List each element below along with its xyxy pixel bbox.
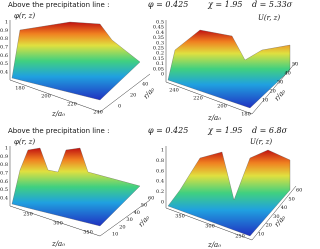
r-tick-label: 60	[296, 188, 302, 194]
r-tick-label: 10	[262, 98, 268, 104]
v-tick-label: 0.35	[153, 35, 164, 41]
v-tick-label: 0.5	[0, 61, 8, 67]
z-tick-label: 220	[67, 102, 77, 108]
v-tick-label: 0.7	[0, 171, 8, 177]
z-tick-label: 240	[169, 88, 179, 94]
heading: Above the precipitation line :	[8, 1, 109, 9]
z-tick-label: 300	[205, 224, 215, 230]
z-tick-label: 180	[15, 86, 25, 92]
v-tick-label: 0.9	[0, 28, 8, 34]
v-tick-label: 0.3	[156, 40, 164, 46]
r-tick-label: 50	[292, 62, 298, 68]
v-tick-label: 0.7	[0, 45, 8, 51]
z-tick-label: 300	[53, 221, 63, 227]
panel-label: U(r, z)	[250, 138, 272, 146]
v-tick-label: 0.4	[0, 70, 8, 76]
z-tick-label: 350	[83, 230, 93, 236]
r-tick-label: 60	[148, 196, 154, 202]
r-tick-label: 30	[273, 214, 279, 220]
v-tick-label: 0.25	[153, 46, 164, 52]
r-tick-label: 50	[141, 203, 147, 209]
r-tick-label: 40	[281, 205, 287, 211]
r-tick-label: 40	[285, 71, 291, 77]
z-tick-label: 200	[41, 94, 51, 100]
z-tick-label: 350	[175, 214, 185, 220]
d-value: d = 6.8σ	[252, 126, 288, 135]
z-tick-label: 240	[93, 110, 103, 116]
heading: Above the precipitation line :	[8, 127, 109, 135]
phi-value: φ = 0.425	[148, 0, 188, 9]
v-tick-label: 0.4	[156, 30, 164, 36]
z-tick-label: 220	[193, 96, 203, 102]
v-tick-label: 0.9	[0, 154, 8, 160]
panel-label: φ(r, z)	[14, 12, 35, 20]
v-tick-label: 0.8	[0, 36, 8, 42]
r-axis-label: r/a₀	[142, 86, 156, 101]
d-value: d = 5.33σ	[252, 0, 293, 9]
z-tick-label: 250	[23, 212, 33, 218]
v-tick-label: 0.4	[0, 196, 8, 202]
z-tick-label: 250	[235, 234, 245, 240]
v-tick-label: 0.05	[153, 66, 164, 72]
panel-label: U(r, z)	[258, 14, 280, 22]
chi-value: χ = 1.95	[207, 0, 242, 9]
r-tick-label: 30	[126, 217, 132, 223]
z-tick-label: 200	[217, 104, 227, 110]
v-tick-label: 0.6	[156, 168, 164, 174]
v-tick-label: 0.15	[153, 56, 164, 62]
v-tick-label: 0.6	[0, 53, 8, 59]
r-tick-label: 30	[277, 80, 283, 86]
v-tick-label: 1	[161, 148, 164, 154]
r-tick-label: 40	[134, 210, 140, 216]
v-tick-label: 0.1	[156, 61, 164, 67]
r-tick-label: 20	[266, 223, 272, 229]
r-tick-label: 0	[118, 104, 121, 110]
v-tick-label: 1	[5, 146, 8, 152]
v-tick-label: 0	[161, 72, 164, 78]
v-tick-label: 0.2	[156, 189, 164, 195]
v-tick-label: 0.8	[156, 158, 164, 164]
chi-value: χ = 1.95	[207, 126, 242, 135]
v-tick-label: 0	[161, 200, 164, 206]
z-axis-label: z/a₀	[207, 114, 221, 122]
v-tick-label: 0.4	[156, 179, 164, 185]
figure: Above the precipitation line : φ = 0.425…	[0, 0, 302, 249]
z-tick-label: 180	[241, 112, 251, 118]
v-tick-label: 1	[5, 20, 8, 26]
phi-value: φ = 0.425	[148, 126, 188, 135]
r-tick-label: 50	[288, 196, 294, 202]
z-axis-label: z/a₀	[207, 241, 221, 249]
z-axis-label: z/a₀	[51, 240, 65, 248]
r-tick-label: 20	[270, 89, 276, 95]
v-tick-label: 0.5	[0, 187, 8, 193]
r-tick-label: 10	[112, 232, 118, 238]
r-tick-label: 20	[130, 93, 136, 99]
v-tick-label: 0.6	[0, 179, 8, 185]
r-tick-label: 10	[258, 232, 264, 238]
z-axis-label: z/a₀	[51, 110, 65, 118]
panel-label: φ(r, z)	[14, 138, 35, 146]
v-tick-label: 0.5	[156, 20, 164, 26]
r-tick-label: 20	[119, 224, 125, 230]
surfaces	[9, 20, 297, 241]
v-tick-label: 0.45	[153, 25, 164, 31]
r-tick-label: 40	[142, 82, 148, 88]
v-tick-label: 0.8	[0, 162, 8, 168]
v-tick-label: 0.2	[156, 51, 164, 57]
